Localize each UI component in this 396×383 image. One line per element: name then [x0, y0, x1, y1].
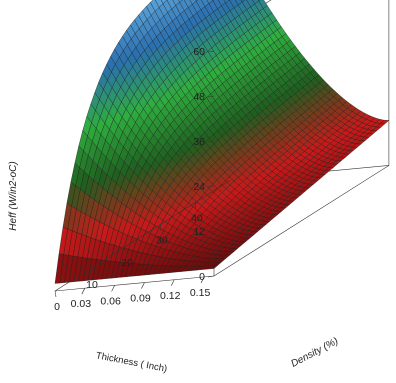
surface-facet [195, 0, 198, 2]
z-tick-label: 36 [193, 136, 205, 148]
x-tick-mark [111, 285, 115, 292]
x-axis-ticks: 0.15 0.12 0.09 0.06 0.03 [71, 276, 211, 310]
surface-facet [223, 0, 230, 4]
y-tick-mark [124, 246, 127, 253]
x-tick-label: 0.12 [160, 290, 181, 302]
z-tick-label: 60 [193, 46, 205, 58]
z-tick-label: 48 [193, 91, 205, 103]
z-tick-mark [207, 140, 215, 143]
box-edge [54, 275, 215, 292]
surface-facet [212, 0, 214, 1]
z-tick-label: 0 [199, 271, 205, 283]
x-tick-label: 0.09 [130, 293, 151, 305]
z-tick-mark [207, 50, 215, 53]
x-tick-mark [200, 276, 205, 284]
y-tick-label: 20 [121, 257, 133, 269]
z-tick-label: 24 [193, 181, 205, 193]
x-tick-label: 0.03 [71, 298, 92, 310]
y-tick-label: 40 [191, 213, 203, 225]
z-tick-label: 12 [193, 226, 205, 238]
x-tick-mark [170, 279, 175, 286]
x-tick-mark [141, 282, 145, 289]
z-axis-label: Heff (W/in2-oC) [8, 161, 19, 230]
y-tick-label: 10 [86, 279, 98, 291]
surface-facet [257, 0, 261, 2]
surface-facet [240, 0, 246, 3]
x-tick-label: 0.15 [190, 287, 211, 299]
y-axis-ticks: 0 10 20 30 40 [54, 202, 203, 313]
y-tick-mark [89, 268, 92, 275]
surface-facet [178, 0, 183, 3]
y-tick-mark [194, 202, 197, 209]
y-tick-label: 0 [54, 301, 60, 313]
z-axis-ticks: 0 12 24 36 48 60 [193, 46, 215, 283]
surface-facet [258, 0, 268, 9]
y-tick-label: 30 [156, 235, 168, 247]
box-edge [213, 165, 390, 277]
y-tick-mark [54, 290, 57, 298]
y-tick-mark [159, 224, 162, 231]
x-axis-label: Thickness ( Inch) [95, 350, 168, 375]
z-tick-mark [207, 185, 215, 188]
z-tick-mark [207, 95, 215, 98]
y-axis-label: Density (%) [289, 336, 340, 370]
axis-box-front [54, 180, 231, 292]
z-tick-mark [207, 275, 215, 278]
x-tick-mark [81, 288, 86, 295]
box-edge [54, 180, 231, 292]
z-tick-mark [207, 230, 215, 233]
x-tick-label: 0.06 [100, 295, 121, 307]
surface-mesh [54, 0, 390, 284]
